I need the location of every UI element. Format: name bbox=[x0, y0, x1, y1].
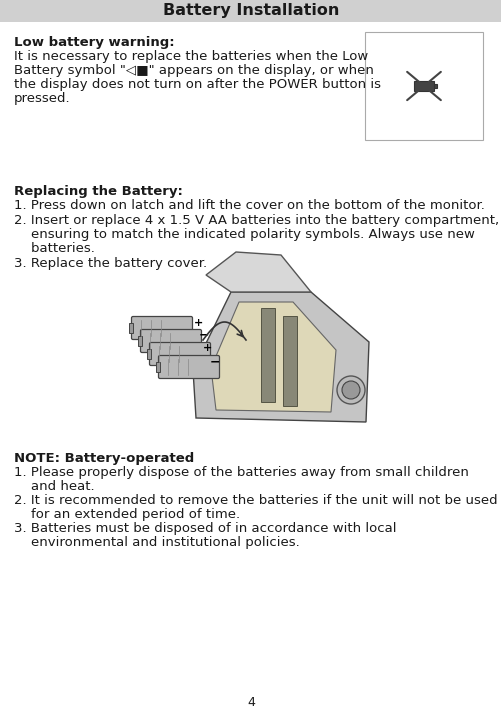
Bar bbox=[156, 362, 160, 372]
Bar bbox=[261, 308, 275, 402]
Polygon shape bbox=[205, 252, 311, 292]
Text: It is necessary to replace the batteries when the Low: It is necessary to replace the batteries… bbox=[14, 50, 368, 63]
Text: NOTE: Battery-operated: NOTE: Battery-operated bbox=[14, 452, 194, 465]
Bar bbox=[138, 336, 142, 346]
Text: ensuring to match the indicated polarity symbols. Always use new: ensuring to match the indicated polarity… bbox=[14, 228, 474, 241]
Text: 2. It is recommended to remove the batteries if the unit will not be used: 2. It is recommended to remove the batte… bbox=[14, 494, 496, 507]
Circle shape bbox=[336, 376, 364, 404]
Text: 1. Press down on latch and lift the cover on the bottom of the monitor.: 1. Press down on latch and lift the cove… bbox=[14, 199, 484, 212]
Text: 3. Replace the battery cover.: 3. Replace the battery cover. bbox=[14, 257, 207, 270]
Text: for an extended period of time.: for an extended period of time. bbox=[14, 508, 239, 521]
FancyBboxPatch shape bbox=[149, 343, 210, 366]
Text: batteries.: batteries. bbox=[14, 242, 95, 255]
Bar bbox=[129, 323, 133, 333]
Bar bbox=[364, 32, 482, 140]
Text: 3. Batteries must be disposed of in accordance with local: 3. Batteries must be disposed of in acco… bbox=[14, 522, 396, 535]
Bar bbox=[0, 0, 501, 22]
Text: Battery symbol "◁■" appears on the display, or when: Battery symbol "◁■" appears on the displ… bbox=[14, 64, 373, 77]
Polygon shape bbox=[192, 292, 368, 422]
Text: 2. Insert or replace 4 x 1.5 V AA batteries into the battery compartment,: 2. Insert or replace 4 x 1.5 V AA batter… bbox=[14, 214, 498, 227]
Bar bbox=[147, 349, 151, 359]
Text: −: − bbox=[209, 356, 220, 369]
Bar bbox=[413, 81, 433, 91]
Text: Battery Installation: Battery Installation bbox=[162, 4, 339, 19]
FancyBboxPatch shape bbox=[158, 356, 219, 379]
Text: 1. Please properly dispose of the batteries away from small children: 1. Please properly dispose of the batter… bbox=[14, 466, 468, 479]
Text: +: + bbox=[194, 318, 203, 328]
Text: +: + bbox=[203, 343, 212, 353]
Text: Replacing the Battery:: Replacing the Battery: bbox=[14, 185, 182, 198]
Bar bbox=[433, 84, 436, 88]
Polygon shape bbox=[210, 302, 335, 412]
Bar bbox=[283, 316, 297, 406]
Text: pressed.: pressed. bbox=[14, 92, 71, 105]
Text: −: − bbox=[198, 328, 209, 341]
FancyBboxPatch shape bbox=[140, 330, 201, 353]
Text: 4: 4 bbox=[246, 696, 255, 710]
Text: the display does not turn on after the POWER button is: the display does not turn on after the P… bbox=[14, 78, 380, 91]
FancyBboxPatch shape bbox=[131, 316, 192, 340]
Circle shape bbox=[341, 381, 359, 399]
Text: environmental and institutional policies.: environmental and institutional policies… bbox=[14, 536, 299, 549]
Text: Low battery warning:: Low battery warning: bbox=[14, 36, 174, 49]
Text: and heat.: and heat. bbox=[14, 480, 94, 493]
